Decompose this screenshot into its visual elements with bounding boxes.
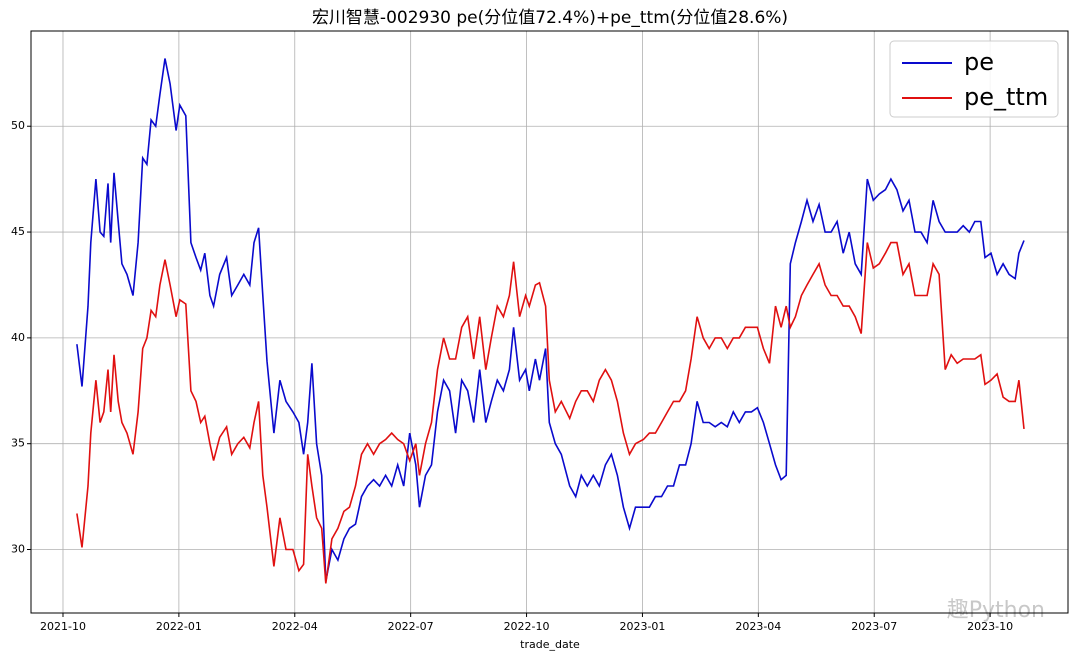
x-tick-label: 2021-10	[40, 620, 86, 633]
y-tick-label: 40	[11, 331, 25, 344]
plot-frame	[30, 30, 1069, 614]
legend: pe pe_ttm	[889, 40, 1059, 118]
chart-title: 宏川智慧-002930 pe(分位值72.4%)+pe_ttm(分位值28.6%…	[312, 8, 788, 28]
watermark: 趣Python	[947, 598, 1045, 623]
x-tick-label: 2023-01	[619, 620, 665, 633]
x-tick-label: 2023-04	[735, 620, 781, 633]
x-tick-label: 2023-10	[967, 620, 1013, 633]
y-tick-label: 30	[11, 543, 25, 556]
x-tick-label: 2022-01	[156, 620, 202, 633]
x-tick-label: 2022-07	[388, 620, 434, 633]
x-tick-label: 2022-04	[272, 620, 318, 633]
x-tick-label: 2023-07	[851, 620, 897, 633]
series-line	[76, 241, 1025, 584]
series-line	[76, 58, 1025, 582]
x-tick-label: 2022-10	[504, 620, 550, 633]
y-tick-label: 45	[11, 225, 25, 238]
legend-label: pe_ttm	[964, 83, 1048, 111]
x-axis-label: trade_date	[520, 638, 580, 651]
legend-label: pe	[964, 48, 994, 76]
y-tick-label: 35	[11, 437, 25, 450]
y-tick-label: 50	[11, 119, 25, 132]
